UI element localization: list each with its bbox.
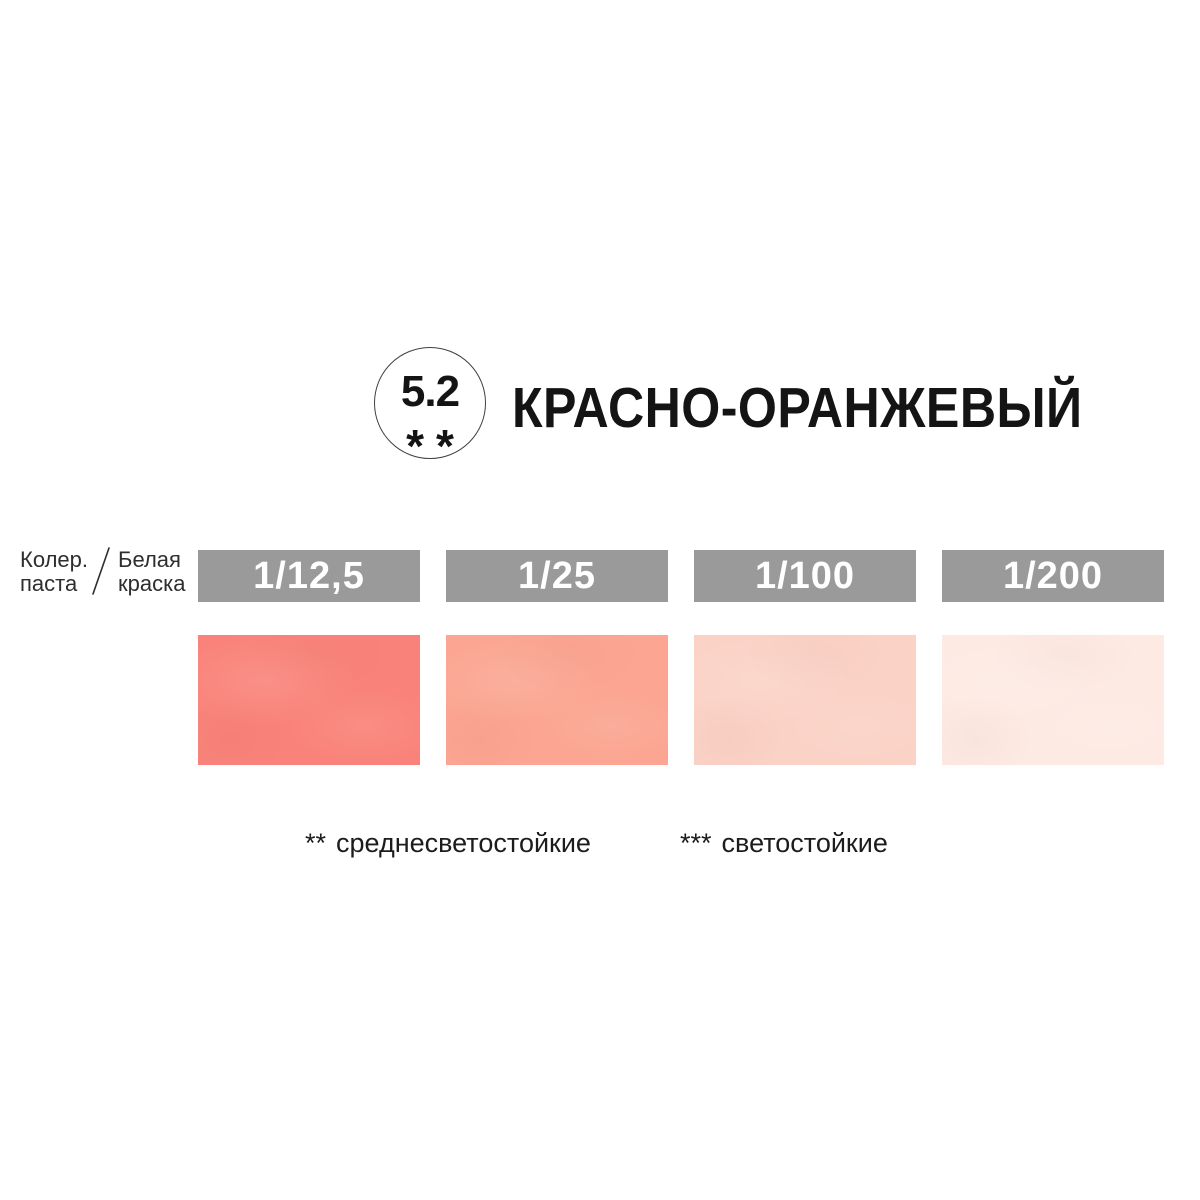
- ratio-numerator-line2: паста: [20, 571, 78, 596]
- footnote-text: светостойкие: [721, 828, 888, 858]
- footnote-marker: **: [305, 828, 327, 858]
- ratio-numerator-line1: Колер.: [20, 547, 88, 572]
- page-title: КРАСНО-ОРАНЖЕВЫЙ: [512, 380, 1160, 437]
- color-number: 5.2: [400, 367, 460, 416]
- colorant-ratio-legend: Колер. паста Белая краска: [20, 547, 185, 596]
- dilution-header-1-25: 1/25: [446, 550, 668, 602]
- footnote-marker: ***: [680, 828, 712, 858]
- footnote-lightfast: *** светостойкие: [680, 827, 888, 859]
- dilution-header-1-12-5: 1/12,5: [198, 550, 420, 602]
- color-swatch-1-100: [694, 635, 916, 765]
- ratio-denominator-line1: Белая: [118, 547, 181, 572]
- ratio-numerator: Колер. паста: [20, 548, 88, 596]
- color-swatch-1-200: [942, 635, 1164, 765]
- footnote-medium-lightfast: ** среднесветостойкие: [305, 827, 591, 859]
- page-title-text: КРАСНО-ОРАНЖЕВЫЙ: [512, 376, 1083, 440]
- dilution-table: 1/12,5 1/25 1/100 1/200: [198, 550, 1164, 765]
- color-number-badge: 5.2 **: [374, 347, 486, 469]
- dilution-header-1-100: 1/100: [694, 550, 916, 602]
- dilution-header-1-200: 1/200: [942, 550, 1164, 602]
- ratio-denominator: Белая краска: [118, 548, 185, 596]
- fraction-slash-icon: [92, 547, 110, 595]
- color-swatch-1-12-5: [198, 635, 420, 765]
- color-swatch-1-25: [446, 635, 668, 765]
- ratio-denominator-line2: краска: [118, 571, 186, 596]
- lightfastness-stars: **: [406, 420, 466, 472]
- footnote-text: среднесветостойкие: [336, 828, 591, 858]
